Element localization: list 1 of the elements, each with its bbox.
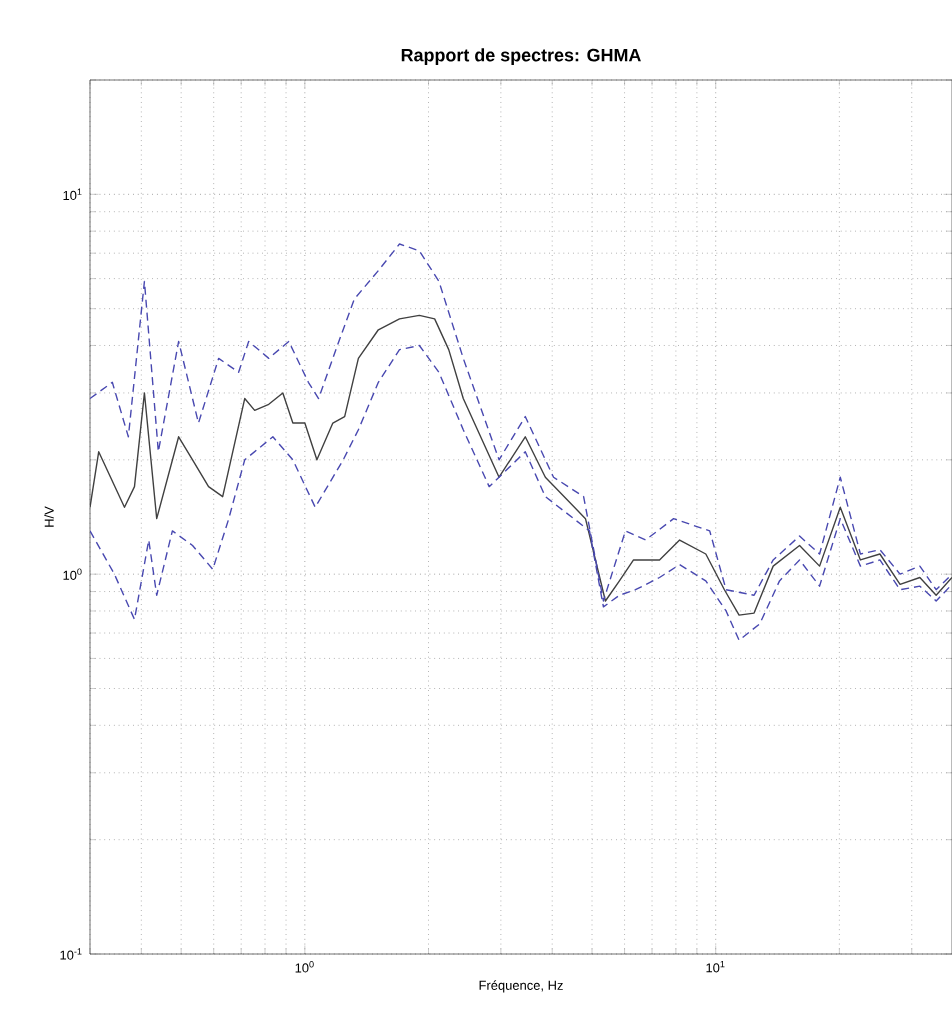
chart-title: Rapport de spectres: GHMA — [401, 48, 641, 65]
